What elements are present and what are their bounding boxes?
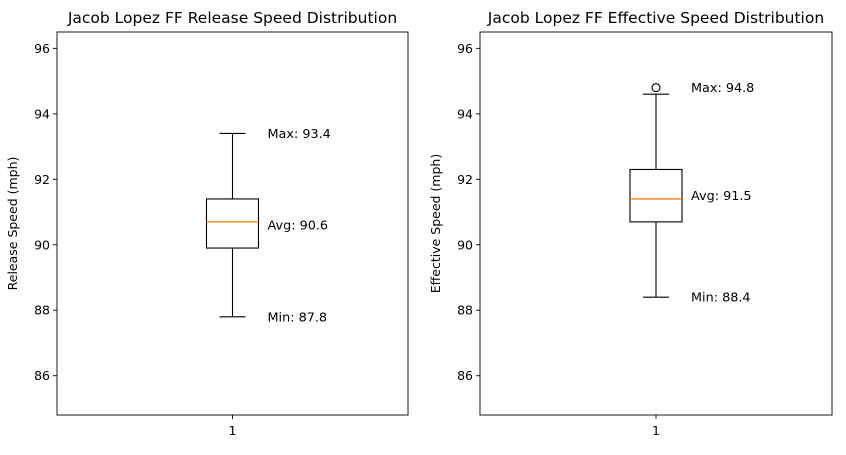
axes-frame xyxy=(56,31,409,416)
annotation-label: Avg: 90.6 xyxy=(268,219,329,234)
y-tick-label: 86 xyxy=(457,368,473,383)
y-tick-label: 90 xyxy=(457,237,473,252)
annotation-label: Max: 94.8 xyxy=(691,81,754,96)
y-tick-label: 94 xyxy=(34,106,50,121)
y-tick-label: 88 xyxy=(457,303,473,318)
annotation-label: Min: 87.8 xyxy=(268,310,328,325)
y-tick-label: 88 xyxy=(34,303,50,318)
annotation-label: Min: 88.4 xyxy=(691,291,751,306)
iqr-box xyxy=(629,168,683,223)
x-tick-label: 1 xyxy=(229,423,237,438)
y-tick-label: 92 xyxy=(34,172,50,187)
chart-title: Jacob Lopez FF Effective Speed Distribut… xyxy=(487,9,824,27)
y-tick-label: 94 xyxy=(457,106,473,121)
subplot-1: Jacob Lopez FF Release Speed Distributio… xyxy=(5,9,409,438)
y-axis-label: Release Speed (mph) xyxy=(5,157,20,291)
annotation-label: Avg: 91.5 xyxy=(691,189,752,204)
outlier-point xyxy=(651,83,661,93)
y-axis-label: Effective Speed (mph) xyxy=(428,154,443,293)
y-tick-label: 96 xyxy=(34,41,50,56)
y-tick-label: 90 xyxy=(34,237,50,252)
y-tick-label: 96 xyxy=(457,41,473,56)
y-tick-label: 86 xyxy=(34,368,50,383)
iqr-box xyxy=(205,198,260,249)
x-tick-label: 1 xyxy=(652,423,660,438)
subplot-2: Jacob Lopez FF Effective Speed Distribut… xyxy=(428,9,833,438)
chart-title: Jacob Lopez FF Release Speed Distributio… xyxy=(67,9,397,27)
annotation-label: Max: 93.4 xyxy=(268,127,331,142)
y-tick-label: 92 xyxy=(457,172,473,187)
